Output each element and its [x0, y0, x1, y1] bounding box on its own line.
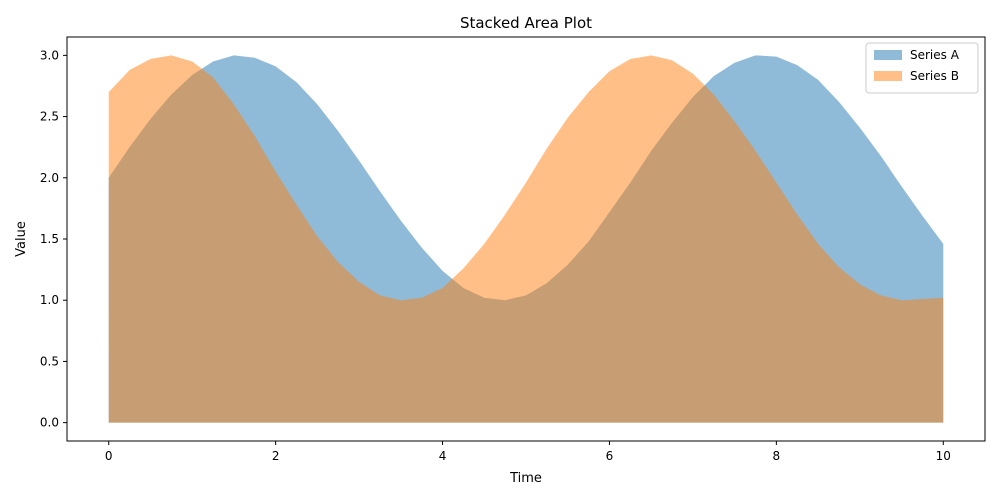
x-tick-label: 4 — [439, 449, 447, 463]
y-axis-label: Value — [14, 221, 29, 257]
y-tick-label: 1.5 — [40, 232, 59, 246]
x-axis-ticks: 0 2 4 6 8 10 — [105, 441, 951, 463]
x-axis-label: Time — [509, 471, 542, 486]
y-axis-ticks: 0.0 0.5 1.0 1.5 2.0 2.5 3.0 — [40, 48, 67, 430]
series-areas — [108, 55, 944, 423]
x-tick-label: 2 — [272, 449, 280, 463]
y-tick-label: 2.5 — [40, 110, 59, 124]
y-tick-label: 3.0 — [40, 48, 59, 62]
x-tick-label: 6 — [606, 449, 614, 463]
chart-title: Stacked Area Plot — [460, 14, 592, 32]
y-tick-label: 2.0 — [40, 171, 59, 185]
legend-swatch — [874, 71, 902, 81]
x-tick-label: 8 — [773, 449, 781, 463]
plot-frame — [66, 36, 986, 442]
legend: Series A Series B — [865, 42, 979, 94]
y-tick-label: 1.0 — [40, 293, 59, 307]
series-area-b — [108, 55, 944, 423]
x-tick-label: 0 — [105, 449, 113, 463]
y-tick-label: 0.5 — [40, 354, 59, 368]
legend-label: Series A — [910, 48, 960, 62]
y-tick-label: 0.0 — [40, 416, 59, 430]
legend-swatch — [874, 50, 902, 60]
x-tick-label: 10 — [936, 449, 951, 463]
legend-label: Series B — [910, 69, 959, 83]
